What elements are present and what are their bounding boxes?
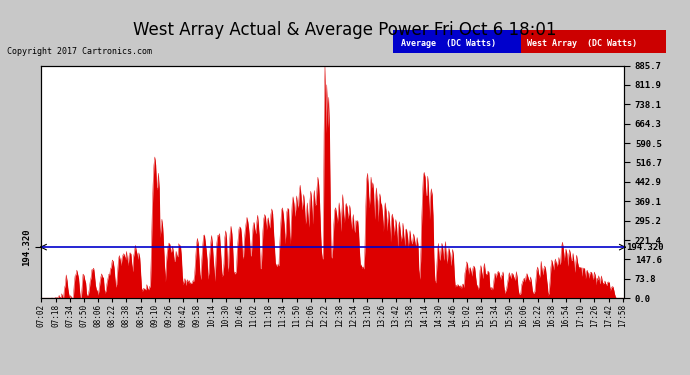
Text: West Array  (DC Watts): West Array (DC Watts) — [526, 39, 637, 48]
Text: Average  (DC Watts): Average (DC Watts) — [401, 39, 496, 48]
Text: West Array Actual & Average Power Fri Oct 6 18:01: West Array Actual & Average Power Fri Oc… — [133, 21, 557, 39]
Text: 194.320: 194.320 — [627, 243, 664, 252]
Text: Copyright 2017 Cartronics.com: Copyright 2017 Cartronics.com — [7, 47, 152, 56]
